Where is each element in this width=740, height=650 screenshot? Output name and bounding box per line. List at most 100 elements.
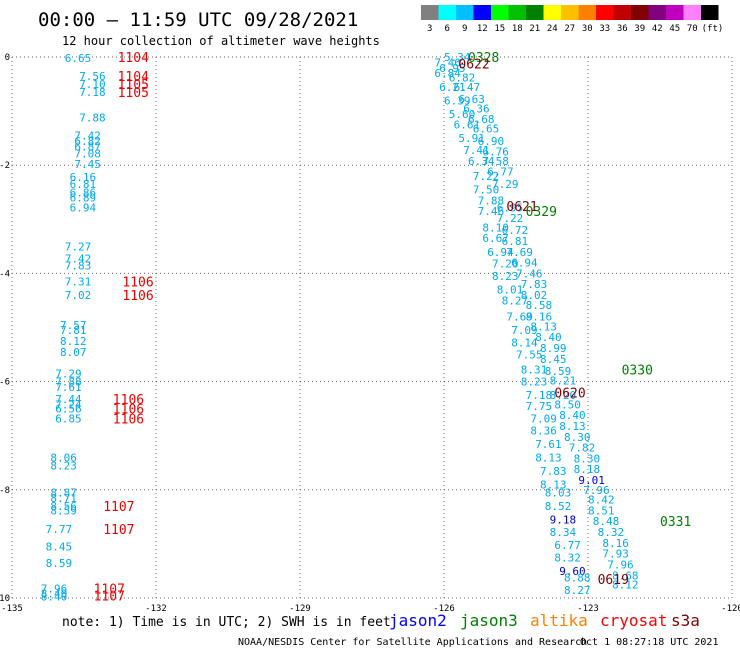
- wave-height-value: 8.45: [46, 541, 73, 554]
- color-scale-label: 33: [599, 24, 610, 34]
- wave-height-value: 7.29: [55, 367, 81, 380]
- wave-height-value: 8.68: [612, 569, 639, 582]
- color-swatch: [578, 5, 596, 20]
- wave-height-value: 8.30: [564, 431, 591, 444]
- wave-height-value: 6.95: [439, 62, 466, 75]
- color-swatch: [438, 5, 456, 20]
- pass-time-label: 0621: [506, 200, 537, 215]
- wave-height-value: 6.56: [55, 403, 81, 416]
- wave-height-value: 7.57: [60, 319, 87, 332]
- pass-time-label: 0620: [554, 386, 585, 401]
- wave-height-value: 7.58: [482, 155, 509, 168]
- color-scale-label: 45: [669, 24, 680, 34]
- x-tick-label: -126: [433, 604, 455, 614]
- color-scale-label: 9: [462, 24, 467, 34]
- wave-height-value: 8.45: [540, 353, 567, 366]
- wave-height-value: 5.34: [444, 51, 471, 64]
- satellite-legend: jason2 jason3 altika cryosat s3a: [389, 611, 700, 630]
- wave-height-value: 6.77: [487, 166, 514, 179]
- wave-height-value: 8.06: [50, 451, 77, 464]
- color-swatch: [596, 5, 614, 20]
- wave-height-value: 6.81: [70, 178, 97, 191]
- wave-height-value: 6.84: [434, 67, 461, 80]
- wave-height-value: 6.94: [511, 257, 538, 270]
- wave-height-value: 7.42: [65, 252, 92, 265]
- color-scale-label: 3: [427, 24, 432, 34]
- wave-height-value: 8.48: [593, 515, 620, 528]
- wave-height-value: 8.27: [564, 584, 591, 597]
- wave-height-value: 7.83: [540, 465, 567, 478]
- color-scale-label: 36: [617, 24, 628, 34]
- pass-time-label: 1106: [113, 403, 144, 418]
- wave-height-value: 6.77: [554, 539, 581, 552]
- wave-height-value: 7.22: [473, 170, 500, 183]
- footer-note: note: 1) Time is in UTC; 2) SWH is in fe…: [62, 615, 391, 630]
- wave-height-value: 5.60: [449, 108, 476, 121]
- wave-height-value: 7.09: [530, 412, 557, 425]
- pass-time-label: 0328: [468, 51, 499, 66]
- wave-height-value: 8.51: [588, 504, 615, 517]
- pass-time-label: 0331: [660, 515, 691, 530]
- wave-height-value: 8.13: [530, 320, 557, 333]
- wave-height-value: 8.07: [60, 346, 87, 359]
- wave-height-value: 8.30: [574, 452, 601, 465]
- wave-height-value: 8.71: [50, 492, 77, 505]
- pass-time-label: 1104: [118, 70, 149, 85]
- wave-height-value: 7.18: [79, 86, 106, 99]
- wave-height-value: 8.32: [598, 526, 625, 539]
- wave-height-value: 8.87: [50, 487, 77, 500]
- wave-height-value: 6.34: [468, 155, 495, 168]
- wave-height-value: 6.94: [70, 201, 97, 214]
- x-tick-label: -135: [1, 604, 23, 614]
- color-swatch: [508, 5, 526, 20]
- wave-height-value: 8.50: [554, 398, 581, 411]
- footer-timestamp: Oct 1 08:27:18 UTC 2021: [580, 637, 718, 648]
- wave-height-value: 7.31: [65, 276, 92, 289]
- y-tick-label: 0: [5, 53, 10, 63]
- color-scale-label: 12: [477, 24, 488, 34]
- wave-height-value: 7.96: [607, 558, 634, 571]
- wave-height-value: 7.22: [497, 212, 524, 225]
- wave-height-value: 8.14: [511, 337, 538, 350]
- wave-height-value: 5.91: [458, 132, 485, 145]
- wave-height-value: 8.59: [545, 365, 572, 378]
- wave-height-value: 7.93: [602, 548, 629, 561]
- wave-height-value: 7.75: [526, 400, 553, 413]
- color-swatch: [543, 5, 561, 20]
- color-scale-label: 24: [547, 24, 558, 34]
- wave-height-value: 8.36: [530, 424, 557, 437]
- wave-height-value: 6.85: [55, 412, 81, 425]
- wave-height-value: 7.55: [516, 349, 543, 362]
- wave-height-value: 8.88: [564, 571, 591, 584]
- pass-time-label: 0329: [526, 205, 557, 220]
- wave-height-value: 7.08: [74, 147, 101, 160]
- pass-time-label: 1105: [118, 78, 149, 93]
- wave-height-value: 6.68: [468, 113, 495, 126]
- pass-time-label: 1105: [118, 86, 149, 101]
- chart-subtitle: 12 hour collection of altimeter wave hei…: [62, 34, 380, 48]
- wave-height-value: 8.52: [545, 500, 572, 513]
- color-swatch: [421, 5, 439, 20]
- wave-height-value: 7.20: [492, 258, 519, 271]
- pass-time-label: 1104: [118, 51, 149, 66]
- wave-height-value: 7.82: [569, 442, 596, 455]
- wave-height-value: 8.10: [482, 221, 509, 234]
- wave-height-value: 6.87: [74, 140, 101, 153]
- x-tick-label: -132: [145, 604, 167, 614]
- color-swatch: [648, 5, 666, 20]
- color-scale-label: 6: [445, 24, 450, 34]
- wave-height-value: 7.69: [506, 311, 533, 324]
- wave-height-value: 7.27: [65, 240, 92, 253]
- wave-height-value: 6.63: [458, 93, 485, 106]
- wave-height-value: 7.96: [41, 582, 68, 595]
- wave-height-value: 8.59: [46, 557, 73, 570]
- wave-height-value: 8.32: [554, 551, 581, 564]
- wave-height-value: 7.02: [65, 289, 92, 302]
- wave-height-value: 7.10: [79, 78, 106, 91]
- time-labels: 1104110411051105110611061106110611061107…: [94, 51, 692, 604]
- wave-height-value: 6.90: [478, 135, 505, 148]
- wave-height-value: 7.61: [535, 438, 562, 451]
- wave-height-value: 8.40: [559, 409, 586, 422]
- y-tick-label: -4: [0, 269, 10, 279]
- pass-time-label: 1107: [103, 523, 134, 538]
